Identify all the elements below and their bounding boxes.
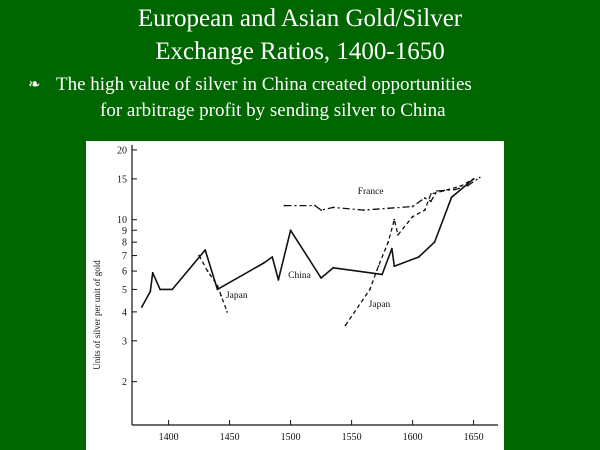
y-tick-label: 8	[122, 238, 127, 249]
data-point-china	[320, 277, 322, 279]
y-tick-label: 2	[122, 377, 127, 388]
y-tick-label: 20	[117, 145, 127, 156]
data-point-china	[289, 229, 292, 232]
data-point-japan	[226, 310, 229, 313]
data-point-japan	[369, 288, 371, 291]
data-point-japan	[387, 241, 390, 244]
data-point-france	[478, 176, 481, 179]
y-tick-label: 6	[122, 267, 127, 278]
x-tick-label: 1550	[342, 432, 362, 443]
slide-title-line-1: European and Asian Gold/Silver	[137, 5, 463, 32]
data-point-china	[216, 288, 219, 291]
data-point-japan	[460, 184, 463, 187]
data-point-china	[140, 306, 143, 308]
x-tick-label: 1500	[281, 432, 301, 443]
data-point-china	[151, 271, 154, 274]
data-point-china	[277, 278, 280, 281]
data-point-japan	[377, 265, 380, 268]
y-tick-label: 3	[122, 336, 127, 347]
data-point-china	[262, 262, 265, 264]
data-point-china	[417, 256, 420, 258]
data-point-france	[320, 209, 322, 211]
fleuron-bullet-icon: ❧	[28, 77, 41, 93]
data-point-france	[362, 209, 365, 211]
annotation-japan: Japan	[226, 291, 248, 301]
data-point-china	[393, 265, 396, 268]
y-tick-label: 4	[122, 307, 127, 318]
y-tick-label: 9	[122, 226, 127, 237]
data-point-china	[450, 196, 453, 199]
data-point-france	[466, 184, 469, 187]
data-point-japan	[220, 294, 222, 297]
bullet-text-line-2: for arbitrage profit by sending silver t…	[100, 100, 446, 121]
bullet-text-line-1: The high value of silver in China create…	[56, 74, 472, 95]
data-point-japan	[430, 193, 432, 195]
data-point-japan	[393, 218, 396, 221]
data-point-france	[314, 204, 316, 207]
x-tick-label: 1400	[159, 432, 179, 443]
data-point-japan	[411, 215, 414, 218]
data-point-china	[433, 241, 436, 244]
series-line-china	[141, 178, 475, 308]
data-point-france	[430, 200, 432, 203]
y-tick-label: 10	[117, 215, 127, 226]
data-point-china	[149, 290, 152, 293]
y-tick-label: 7	[122, 251, 127, 262]
annotation-france: France	[358, 187, 384, 197]
data-point-japan	[198, 254, 200, 257]
data-point-france	[411, 205, 414, 208]
series-line-japan	[344, 178, 474, 326]
data-point-france	[454, 188, 457, 191]
x-tick-label: 1450	[220, 432, 240, 443]
data-point-japan	[397, 233, 399, 236]
data-point-france	[283, 204, 286, 207]
annotation-china: China	[288, 271, 311, 281]
data-point-china	[381, 273, 383, 276]
exchange-ratio-chart: 2 3 4 5 6 7 8 9 10 15 20 1400 1450 1500 1550 1600 1650 Un…	[86, 141, 504, 450]
data-point-china	[171, 288, 174, 291]
data-point-france	[423, 197, 426, 199]
slide-title: European and Asian Gold/Silver Exchange …	[0, 2, 600, 68]
slide-title-line-2: Exchange Ratios, 1400-1650	[155, 38, 445, 65]
data-point-china	[390, 247, 393, 250]
data-point-japan	[423, 209, 426, 211]
y-axis-label: Units of silver per unit of gold	[92, 260, 102, 370]
data-point-china	[271, 256, 274, 258]
data-point-china	[332, 266, 335, 269]
series-line-japan	[198, 255, 228, 313]
data-point-france	[436, 190, 438, 192]
data-point-china	[204, 249, 207, 251]
y-tick-label: 15	[117, 174, 127, 185]
data-point-france	[387, 207, 390, 210]
data-point-france	[332, 206, 335, 209]
x-tick-label: 1650	[464, 432, 484, 443]
data-point-japan	[442, 190, 444, 192]
data-point-japan	[216, 284, 219, 287]
annotation-japan: Japan	[369, 300, 391, 310]
data-point-japan	[206, 270, 209, 272]
x-tick-label: 1600	[403, 432, 423, 443]
data-point-japan	[344, 324, 347, 327]
data-point-china	[159, 288, 161, 291]
data-point-japan	[472, 177, 475, 180]
y-tick-label: 5	[122, 285, 127, 296]
